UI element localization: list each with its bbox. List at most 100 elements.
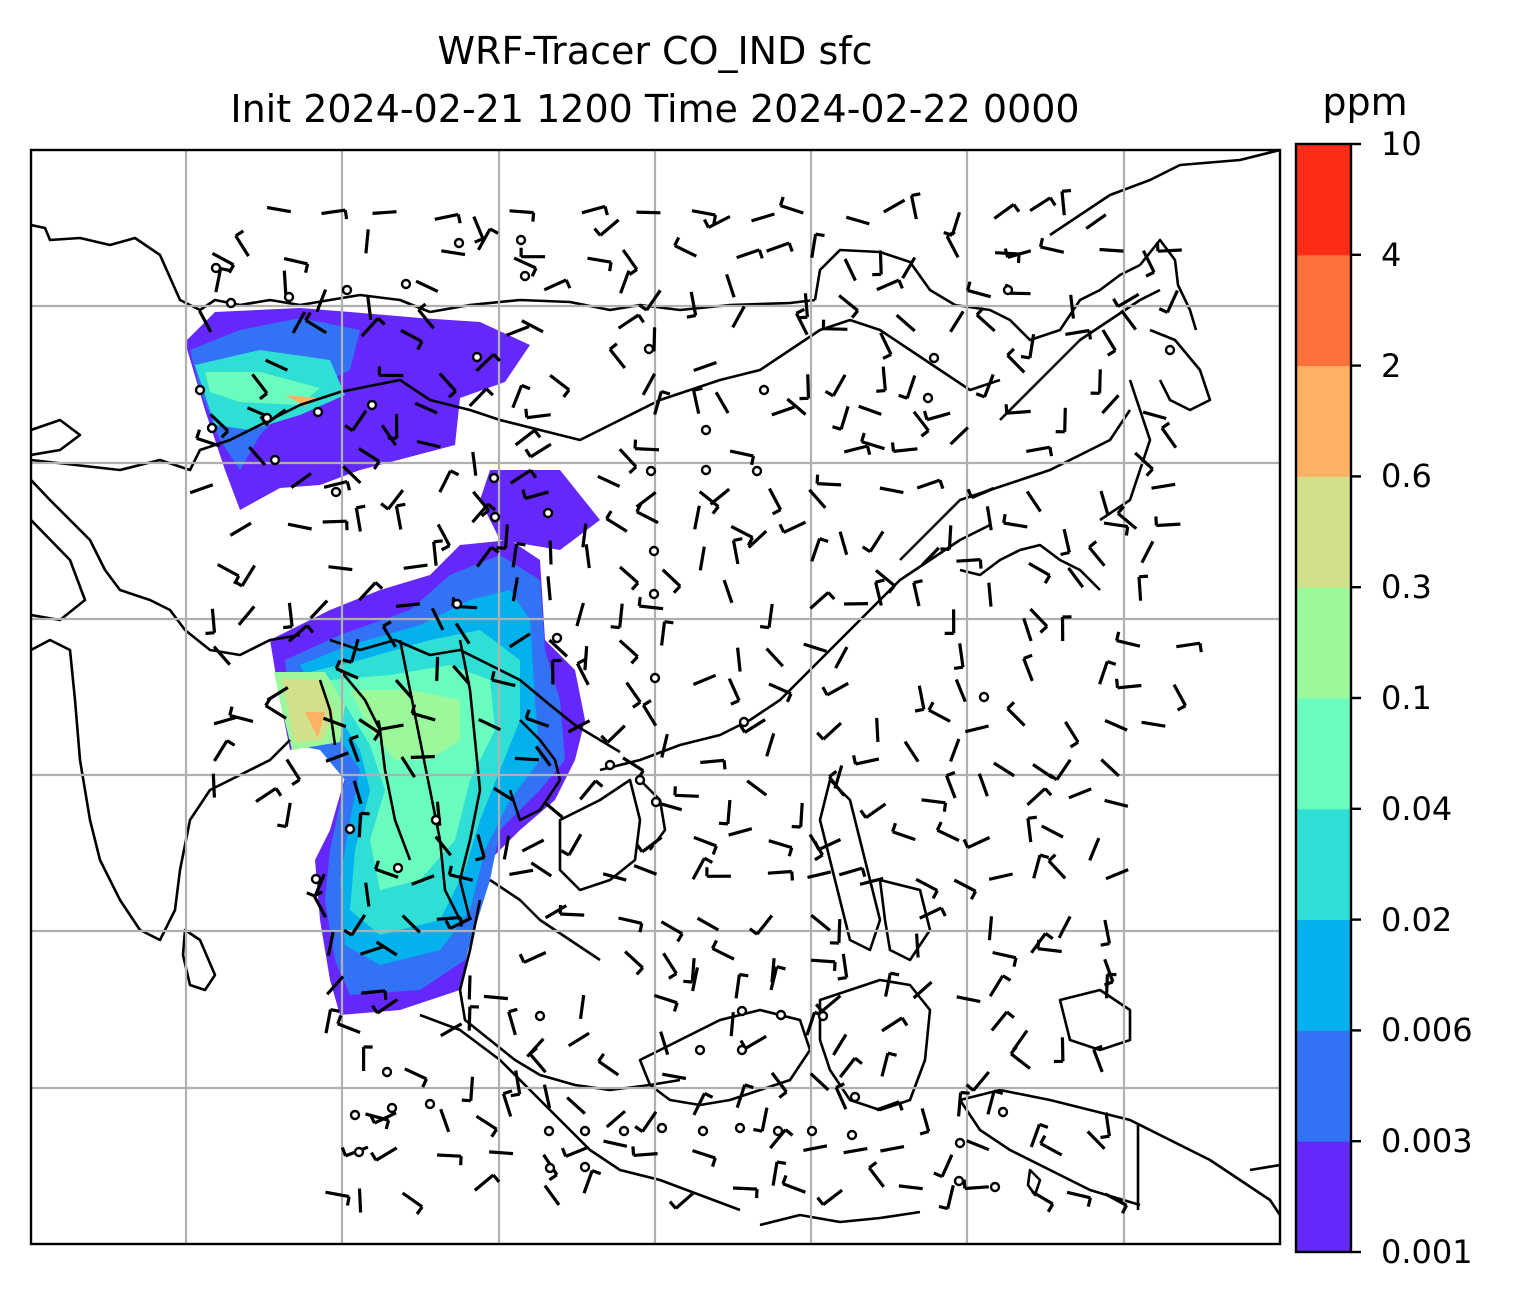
wind-barb (814, 994, 842, 1013)
wind-barb (1025, 490, 1042, 513)
wind-barb (1003, 248, 1032, 259)
wind-barb (1026, 787, 1053, 806)
wind-barb (957, 1090, 970, 1117)
wind-barb (364, 229, 370, 254)
wind-barb (1099, 247, 1124, 253)
wind-barb (375, 940, 398, 957)
wind-barb (560, 1145, 589, 1158)
wind-barb (416, 439, 441, 449)
wind-barb (988, 974, 1012, 998)
wind-barb (287, 624, 315, 643)
wind-barb (290, 472, 312, 489)
wind-barb (511, 542, 526, 568)
wind-barb (727, 677, 741, 706)
wind-barb (875, 1100, 904, 1112)
wind-barb (509, 868, 534, 876)
colorbar-bin (1296, 919, 1351, 1031)
wind-barb (781, 1174, 806, 1194)
wind-barb (508, 632, 531, 649)
calm-wind-circle (648, 545, 660, 557)
wind-barb (575, 602, 585, 627)
wind-barb (791, 802, 804, 829)
wind-barb (1099, 490, 1110, 515)
wind-barb (566, 1096, 586, 1115)
wind-barb (618, 565, 640, 591)
calm-wind-circle (656, 1122, 668, 1134)
wind-barb (949, 426, 970, 446)
wind-barbs (189, 188, 1203, 1216)
wind-barb (746, 779, 768, 797)
wind-barb (493, 786, 516, 803)
wind-barb (771, 1160, 787, 1186)
wind-barb (953, 643, 965, 670)
wind-barb (283, 257, 310, 274)
wind-barb (834, 646, 849, 669)
wind-barb (652, 327, 657, 352)
wind-barb (467, 1005, 479, 1031)
wind-barb (696, 916, 720, 932)
wind-barb (1105, 868, 1129, 881)
wind-barb (660, 733, 669, 758)
wind-barb (879, 486, 904, 495)
wind-barb (880, 1145, 905, 1153)
colorbar-tick-label: 0.003 (1381, 1122, 1473, 1161)
calm-wind-circle (928, 352, 940, 364)
calm-wind-circle (543, 1125, 555, 1137)
wind-barb (1031, 1190, 1055, 1213)
wind-barb (876, 366, 887, 393)
wind-barb (567, 719, 591, 734)
wind-barb (266, 205, 292, 214)
wind-barb (597, 1052, 620, 1077)
wind-barb (324, 1008, 340, 1034)
wind-barb (357, 811, 370, 838)
wind-barb (843, 1147, 868, 1155)
wind-barb (637, 596, 664, 611)
wind-barb (342, 638, 360, 664)
wind-barb (401, 914, 421, 934)
wind-barb (237, 605, 256, 626)
wind-barb (702, 215, 731, 229)
wind-barb (824, 374, 847, 398)
calm-wind-circle (488, 472, 500, 484)
wind-barb (832, 405, 850, 431)
colorbar-bin (1296, 587, 1351, 699)
calm-wind-circle (310, 873, 322, 885)
wind-barb (1065, 328, 1093, 340)
wind-barb (832, 1033, 848, 1056)
wind-barb (304, 311, 328, 335)
wind-barb (439, 1022, 463, 1038)
wind-barb (766, 241, 794, 253)
wind-barb (919, 906, 947, 920)
wind-barb (962, 836, 991, 850)
calm-wind-circle (451, 598, 463, 610)
wind-barb (660, 920, 684, 943)
wind-barb (1088, 837, 1101, 862)
wind-barb (810, 958, 837, 972)
wind-barb (631, 1146, 658, 1157)
wind-barb (543, 1184, 561, 1206)
wind-barb (452, 664, 471, 685)
wind-barb (1141, 249, 1156, 278)
wind-barb (352, 780, 363, 805)
wind-barb (1026, 815, 1037, 843)
wind-barb (975, 307, 996, 333)
map-frame (29, 148, 1282, 1246)
wind-barb (751, 212, 775, 223)
wind-barb (1068, 787, 1092, 800)
wind-barb (1112, 292, 1140, 308)
wind-barb (1154, 516, 1181, 528)
colorbar-bin (1296, 1030, 1351, 1142)
colorbar-bin (1296, 476, 1351, 588)
wind-barb (524, 408, 551, 420)
wind-barb (514, 756, 539, 762)
wind-barb (807, 870, 832, 879)
wind-barb (348, 734, 360, 763)
calm-wind-circle (344, 823, 356, 835)
calm-wind-circle (604, 759, 616, 771)
wind-barb (488, 1150, 514, 1156)
wind-barb (370, 1146, 398, 1162)
calm-wind-circle (392, 862, 404, 874)
calm-wind-circle (953, 1175, 965, 1187)
wind-barb (597, 474, 621, 488)
wind-barb (1060, 188, 1072, 216)
